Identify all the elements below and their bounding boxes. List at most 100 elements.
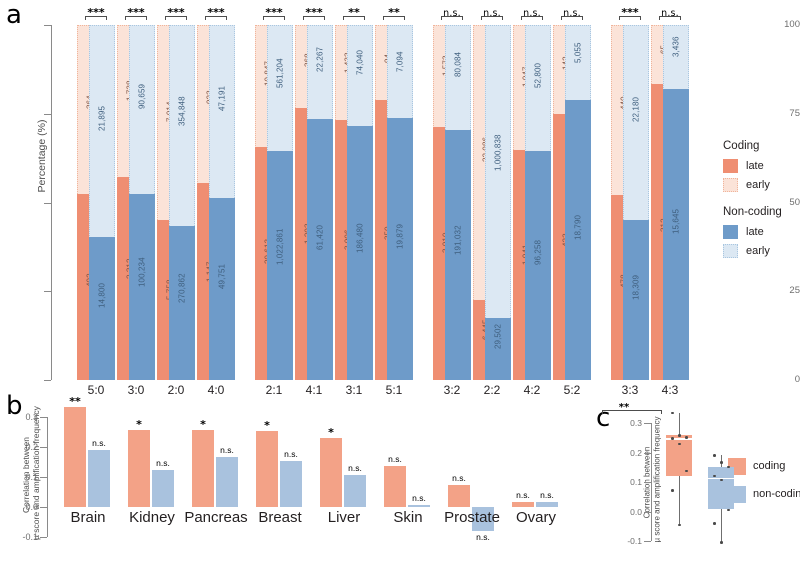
significance-marker: ***: [76, 3, 116, 21]
legend-noncoding-late-label: late: [746, 225, 764, 238]
panel-b-y-tick-label: 0.1: [25, 472, 38, 482]
bar-noncoding-4-3[interactable]: 3,436 15,645: [663, 25, 689, 380]
bar-foreground-late: [169, 226, 195, 380]
bar-value-noncoding-early: 90,659: [137, 84, 147, 110]
significance-bracket: [303, 16, 325, 20]
bar-value-noncoding-late: 29,502: [493, 323, 503, 349]
panel-b-bar-noncoding[interactable]: [344, 474, 366, 507]
panel-b-letter: b: [6, 391, 23, 421]
panel-b-bar-noncoding[interactable]: [88, 450, 110, 507]
panel-b-y-tick-label: 0.3: [25, 412, 38, 422]
bar-value-noncoding-early: 74,040: [355, 50, 365, 76]
panel-b-significance-noncoding: n.s.: [412, 493, 426, 504]
panel-c-datapoint: [678, 523, 681, 527]
panel-b-significance-noncoding: n.s.: [156, 458, 170, 469]
bar-noncoding-3-0[interactable]: 90,659 100,234: [129, 25, 155, 380]
panel-b-group-brain: ** n.s.: [62, 395, 114, 537]
panel-b-bar-noncoding[interactable]: [408, 505, 430, 507]
bar-value-noncoding-early: 22,180: [631, 97, 641, 123]
bar-value-noncoding-early: 561,204: [275, 58, 285, 88]
bar-foreground-late: [525, 150, 551, 380]
panel-c-datapoint: [671, 489, 674, 492]
bar-noncoding-3-2[interactable]: 80,084 191,032: [445, 25, 471, 380]
panel-c-datapoint: [727, 508, 730, 512]
panel-a-x-label: 4:2: [523, 383, 541, 397]
panel-b-significance-noncoding: n.s.: [348, 462, 362, 473]
bar-value-noncoding-late: 270,862: [177, 273, 187, 304]
panel-b-significance-coding: *: [136, 417, 142, 431]
panel-b-y-tick-label: -0.1: [22, 532, 38, 542]
panel-b-group-skin: n.s. n.s.: [382, 417, 434, 537]
panel-b-significance-noncoding: n.s.: [220, 444, 234, 455]
panel-b-bar-coding[interactable]: [384, 465, 406, 507]
significance-marker: n.s.: [552, 3, 592, 21]
panel-b-bar-noncoding[interactable]: [472, 507, 494, 531]
legend-coding-title: Coding: [723, 140, 760, 152]
coding-late-swatch-icon: [723, 158, 738, 173]
panel-c-legend-item-coding: coding: [728, 455, 800, 477]
panel-b-bar-coding[interactable]: [320, 438, 342, 507]
bar-noncoding-3-1[interactable]: 74,040 186,480: [347, 25, 373, 380]
panel-b-bar-coding[interactable]: [128, 429, 150, 507]
bar-foreground-late: [387, 118, 413, 380]
panel-b-y-axis: [47, 417, 48, 537]
panel-b-group-liver: * n.s.: [318, 417, 370, 537]
panel-c-datapoint: [727, 465, 730, 469]
bar-foreground-late: [307, 119, 333, 380]
bar-value-noncoding-late: 18,790: [573, 215, 583, 241]
bar-noncoding-4-2[interactable]: 52,800 96,258: [525, 25, 551, 380]
panel-a-y-tick-label: 75: [789, 107, 800, 119]
legend-item-noncoding-late: late: [723, 223, 800, 240]
panel-b: b Correlation between µ score and amplifi…: [0, 391, 580, 565]
bar-foreground-late: [485, 317, 511, 380]
panel-c-datapoint: [713, 454, 716, 457]
coding-early-swatch-icon: [723, 177, 738, 192]
panel-b-y-tick: [40, 447, 47, 448]
panel-a-x-label: 2:2: [483, 383, 501, 397]
panel-b-bar-noncoding[interactable]: [536, 502, 558, 507]
panel-b-bar-coding[interactable]: [448, 485, 470, 507]
bar-noncoding-5-2[interactable]: 5,055 18,790: [565, 25, 591, 380]
bar-noncoding-4-0[interactable]: 47,191 49,751: [209, 25, 235, 380]
bar-noncoding-5-0[interactable]: 21,895 14,800: [89, 25, 115, 380]
panel-b-bar-coding[interactable]: [512, 501, 534, 507]
bar-value-noncoding-early: 47,191: [217, 86, 227, 112]
bar-value-noncoding-late: 49,751: [217, 263, 227, 289]
bar-value-noncoding-early: 3,436: [671, 36, 681, 57]
panel-b-bar-coding[interactable]: [192, 429, 214, 507]
panel-b-bar-coding[interactable]: [64, 406, 86, 507]
bar-noncoding-4-1[interactable]: 22,267 61,420: [307, 25, 333, 380]
panel-c-box-non-coding[interactable]: [708, 466, 734, 510]
bar-noncoding-2-0[interactable]: 354,848 270,862: [169, 25, 195, 380]
bar-foreground-late: [209, 197, 235, 380]
bar-noncoding-2-2[interactable]: 1,000,838 29,502: [485, 25, 511, 380]
panel-b-bar-noncoding[interactable]: [280, 461, 302, 507]
panel-b-bar-noncoding[interactable]: [152, 470, 174, 507]
panel-c-box-coding[interactable]: [666, 435, 692, 477]
bar-noncoding-2-1[interactable]: 561,204 1,022,861: [267, 25, 293, 380]
panel-c-legend-label: non-coding: [753, 488, 800, 500]
bar-noncoding-3-3[interactable]: 22,180 18,309: [623, 25, 649, 380]
panel-c-significance-bracket: [602, 410, 662, 414]
bar-value-noncoding-late: 19,879: [395, 224, 405, 250]
panel-b-bar-noncoding[interactable]: [216, 456, 238, 507]
bar-noncoding-5-1[interactable]: 7,094 19,879: [387, 25, 413, 380]
panel-c-y-tick-label: 0.3: [630, 418, 642, 428]
panel-b-y-tick: [40, 507, 47, 508]
panel-a-x-label: 2:0: [167, 383, 185, 397]
panel-c-datapoint: [713, 474, 716, 477]
bar-foreground-late: [623, 219, 649, 380]
panel-b-bar-coding[interactable]: [256, 431, 278, 507]
panel-c-datapoint: [678, 434, 681, 437]
panel-b-group-prostate: n.s. n.s.: [446, 417, 498, 542]
significance-bracket: [619, 16, 641, 20]
significance-label: ***: [87, 6, 105, 19]
